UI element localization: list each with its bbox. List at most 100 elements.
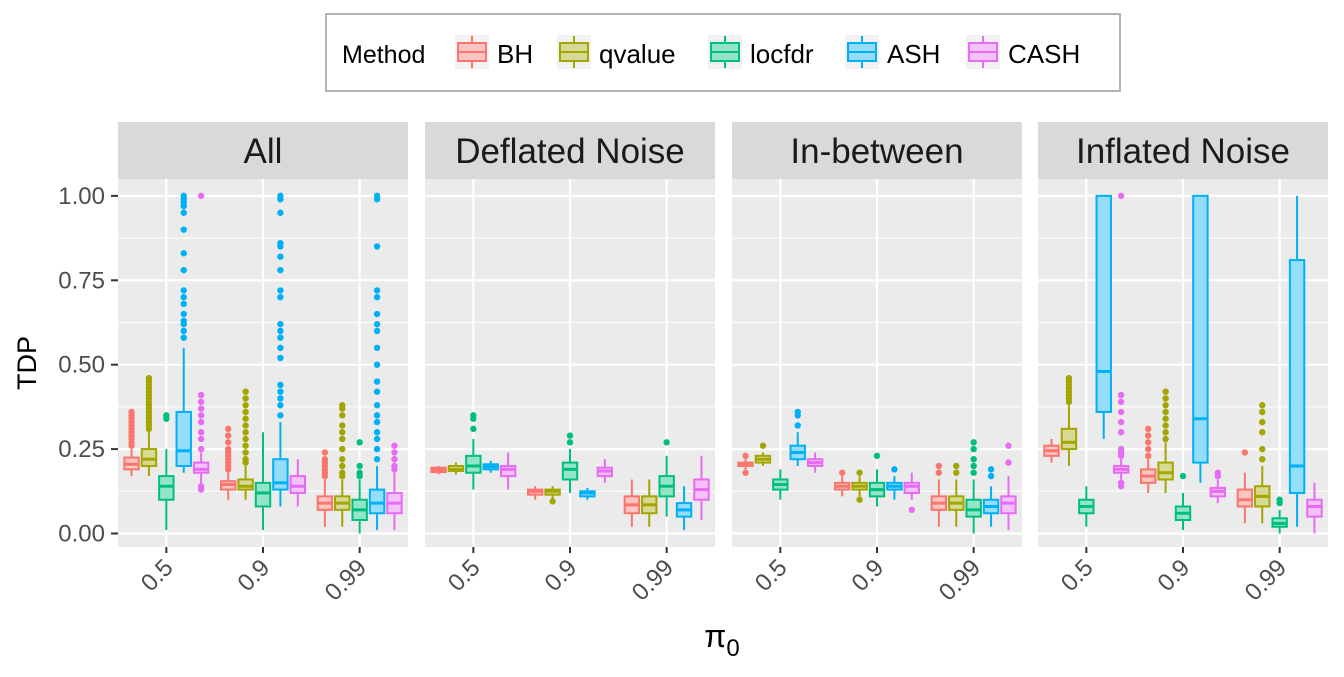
- legend-label-cash: CASH: [1008, 39, 1080, 69]
- y-tick-label: 1.00: [58, 183, 105, 210]
- outlier-point: [197, 398, 205, 406]
- outlier-point: [794, 408, 801, 416]
- box-qvalue-0_9: [544, 486, 561, 505]
- outlier-point: [321, 456, 329, 463]
- outlier-point: [1065, 374, 1073, 382]
- outlier-point: [1162, 408, 1169, 416]
- legend-entry-locfdr: locfdr: [708, 35, 814, 69]
- legend-entry-ash: ASH: [845, 35, 940, 69]
- outlier-point: [373, 310, 381, 318]
- outlier-point: [373, 418, 381, 426]
- outlier-point: [242, 429, 249, 436]
- box-locfdr-0_99: [658, 439, 675, 517]
- outlier-point: [339, 462, 346, 470]
- outlier-point: [1214, 469, 1222, 476]
- box-ash-0_5: [482, 460, 499, 473]
- outlier-point: [1117, 192, 1125, 200]
- x-tick-label: 0.99: [627, 554, 679, 606]
- outlier-point: [1259, 418, 1266, 426]
- box-qvalue-0_9: [851, 469, 868, 503]
- outlier-point: [1005, 459, 1012, 466]
- outlier-point: [277, 412, 284, 419]
- legend: Method BH qvalue locfdr ASH CASH: [325, 13, 1121, 92]
- box-qvalue-0_99: [334, 402, 351, 527]
- outlier-point: [373, 378, 381, 385]
- outlier-point: [742, 469, 749, 476]
- outlier-point: [339, 469, 346, 476]
- x-tick-label: 0.9: [1153, 554, 1196, 597]
- box-ash-0_99: [982, 466, 1000, 527]
- box-body: [561, 461, 579, 481]
- box-qvalue-0_9: [237, 388, 254, 500]
- outlier-point: [197, 445, 205, 453]
- outlier-point: [373, 402, 381, 409]
- outlier-point: [759, 442, 767, 449]
- box-body: [1306, 498, 1323, 518]
- panel-strip: [1038, 122, 1328, 179]
- box-ash-0_9: [886, 466, 903, 500]
- box-ash-0_5: [1095, 194, 1112, 439]
- box-bh-0_99: [316, 449, 334, 527]
- outlier-point: [1162, 402, 1169, 409]
- box-body: [1288, 259, 1306, 494]
- box-qvalue-0_9: [1157, 388, 1174, 493]
- box-bh-0_9: [834, 469, 851, 497]
- outlier-point: [953, 462, 960, 470]
- y-tick-label: 0.00: [58, 520, 105, 547]
- box-locfdr-0_5: [158, 412, 175, 531]
- panel-in-between: In-between 0.5 0.9 0.99: [732, 122, 1022, 606]
- outlier-point: [1117, 429, 1125, 436]
- box-qvalue-0_5: [1060, 374, 1078, 466]
- box-locfdr-0_99: [965, 439, 982, 534]
- outlier-point: [373, 412, 381, 419]
- outlier-point: [277, 344, 284, 352]
- outlier-point: [373, 429, 381, 436]
- panel-title: Deflated Noise: [455, 132, 685, 171]
- panel-strip: [118, 122, 408, 179]
- outlier-point: [277, 192, 284, 200]
- panel-strip: [425, 122, 715, 179]
- outlier-point: [1145, 425, 1152, 433]
- box-bh-0_99: [1236, 449, 1254, 524]
- outlier-point: [180, 300, 187, 308]
- box-ash-0_9: [579, 487, 596, 500]
- outlier-point: [1162, 415, 1169, 422]
- outlier-point: [970, 456, 977, 463]
- box-body: [1157, 461, 1174, 481]
- box-cash-0_9: [1209, 469, 1226, 504]
- outlier-point: [277, 293, 284, 301]
- legend-entry-bh: BH: [455, 35, 533, 69]
- x-tick-label: 0.9: [847, 554, 890, 597]
- box-locfdr-0_9: [868, 452, 886, 507]
- outlier-point: [1145, 452, 1152, 460]
- box-body: [499, 464, 517, 478]
- outlier-point: [356, 469, 363, 476]
- x-tick-label: 0.99: [1240, 554, 1292, 606]
- box-body: [1236, 488, 1254, 508]
- outlier-point: [373, 243, 381, 250]
- outlier-point: [197, 418, 205, 426]
- x-tick-label: 0.9: [540, 554, 583, 597]
- outlier-point: [470, 412, 477, 419]
- legend-label-locfdr: locfdr: [750, 39, 814, 69]
- y-tick-label: 0.75: [58, 267, 105, 294]
- outlier-point: [1241, 449, 1249, 456]
- outlier-point: [1005, 442, 1012, 449]
- outlier-point: [180, 293, 187, 301]
- outlier-point: [1145, 445, 1152, 453]
- panel-all: All 0.5 0.9 0.99: [118, 122, 408, 606]
- outlier-point: [277, 266, 284, 274]
- outlier-point: [277, 320, 284, 328]
- box-bh-0_5: [737, 452, 754, 476]
- outlier-point: [391, 456, 398, 463]
- outlier-point: [180, 266, 187, 274]
- box-bh-0_9: [220, 425, 237, 500]
- panel-inflated-noise: Inflated Noise 0.5 0.9 0.99: [1038, 122, 1328, 606]
- outlier-point: [277, 402, 284, 409]
- box-body: [289, 475, 307, 494]
- outlier-point: [277, 239, 284, 247]
- y-tick-label: 0.25: [58, 436, 105, 463]
- outlier-point: [163, 412, 170, 419]
- box-body: [254, 481, 272, 508]
